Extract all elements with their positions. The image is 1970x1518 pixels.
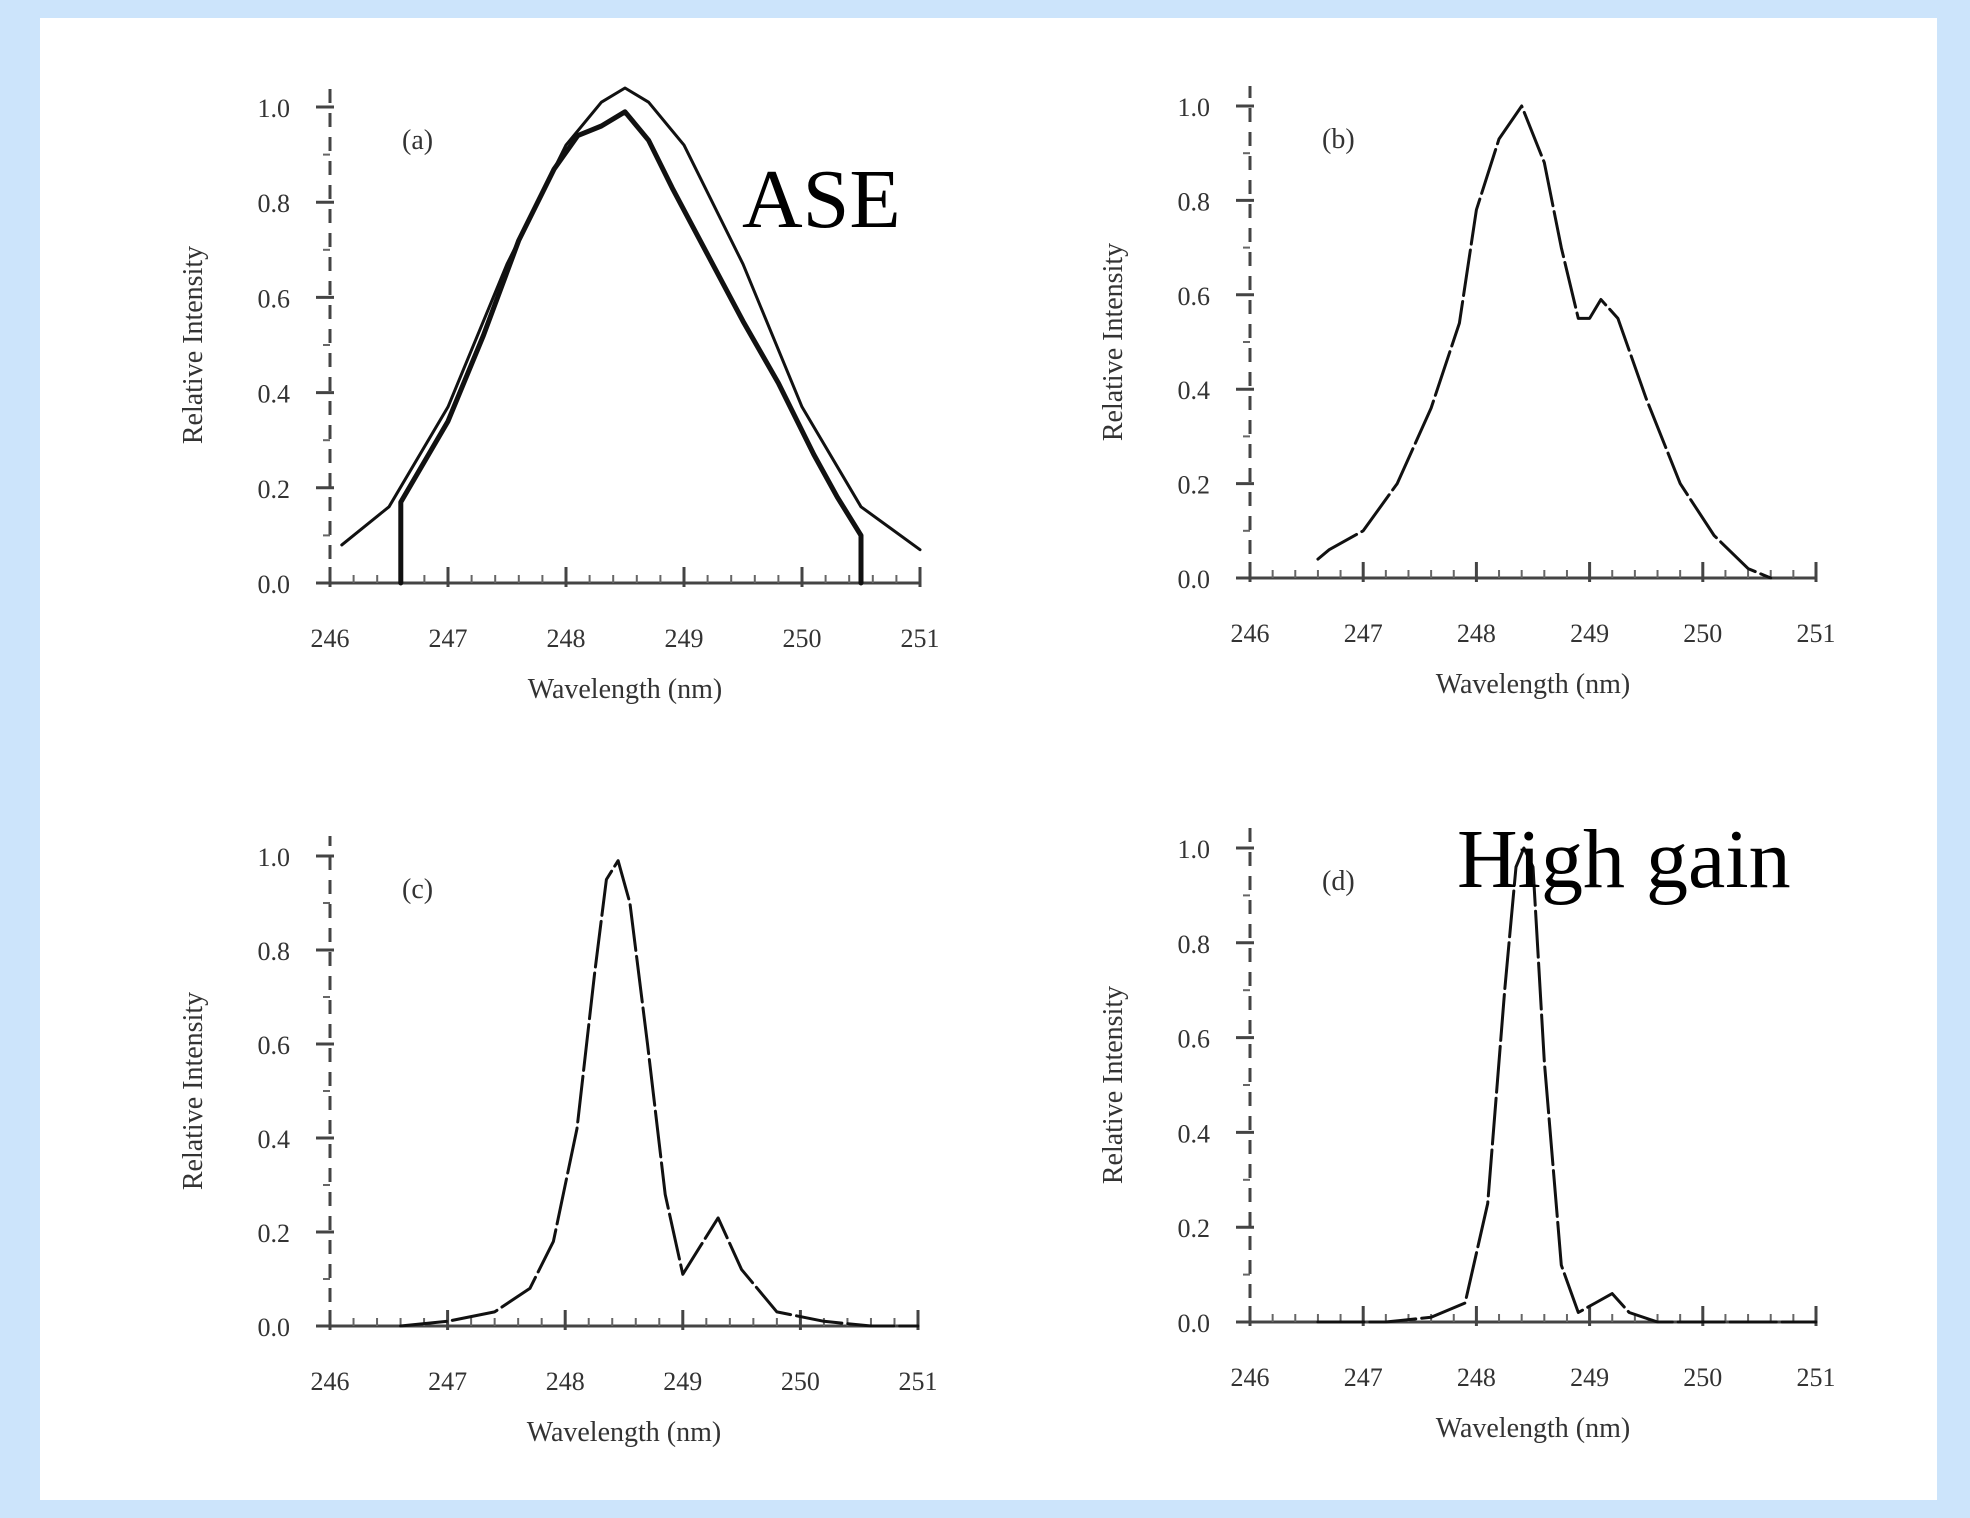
x-axis-title-b: Wavelength (nm) — [1436, 669, 1630, 700]
y-tick-label-b-3: 0.6 — [1178, 282, 1211, 311]
y-axis-title-a: Relative Intensity — [178, 246, 209, 444]
panel-label-b: (b) — [1322, 124, 1355, 155]
x-tick-label-b-1: 247 — [1344, 619, 1383, 648]
series-line-a-0 — [340, 86, 922, 552]
x-tick-label-c-0: 246 — [311, 1367, 350, 1396]
figure-panel — [40, 18, 1937, 1500]
y-tick-label-d-4: 0.8 — [1178, 930, 1211, 959]
y-tick-label-a-5: 1.0 — [258, 94, 291, 123]
y-tick-label-b-2: 0.4 — [1178, 376, 1211, 405]
x-tick-label-c-3: 249 — [663, 1367, 702, 1396]
y-tick-label-b-1: 0.2 — [1178, 471, 1211, 500]
x-tick-label-d-4: 250 — [1683, 1363, 1722, 1392]
x-tick-label-a-0: 246 — [311, 624, 350, 653]
x-tick-label-c-5: 251 — [899, 1367, 938, 1396]
y-tick-label-b-5: 1.0 — [1178, 93, 1211, 122]
x-tick-label-b-5: 251 — [1797, 619, 1836, 648]
x-tick-label-d-3: 249 — [1570, 1363, 1609, 1392]
y-tick-label-c-3: 0.6 — [258, 1031, 291, 1060]
chart-b: 0.0 0.2 0.4 0.6 0.8 1.0 246 247 248 249 250 251 Wave… — [1098, 86, 1836, 700]
series-line-d-0 — [1316, 846, 1818, 1324]
y-tick-label-a-0: 0.0 — [258, 570, 291, 599]
y-axis-title-b: Relative Intensity — [1098, 243, 1129, 441]
y-tick-label-b-0: 0.0 — [1178, 565, 1211, 594]
x-tick-label-c-2: 248 — [546, 1367, 585, 1396]
x-axis-title-c: Wavelength (nm) — [527, 1417, 721, 1448]
x-tick-label-a-5: 251 — [901, 624, 940, 653]
x-tick-label-c-4: 250 — [781, 1367, 820, 1396]
y-tick-label-b-4: 0.8 — [1178, 187, 1211, 216]
x-tick-label-a-1: 247 — [429, 624, 468, 653]
x-tick-label-b-3: 249 — [1570, 619, 1609, 648]
y-tick-label-c-0: 0.0 — [258, 1313, 291, 1342]
x-tick-label-b-0: 246 — [1231, 619, 1270, 648]
x-tick-label-d-2: 248 — [1457, 1363, 1496, 1392]
y-tick-label-d-0: 0.0 — [1178, 1309, 1211, 1338]
y-tick-label-a-4: 0.8 — [258, 189, 291, 218]
panel-label-d: (d) — [1322, 866, 1355, 897]
x-tick-label-a-2: 248 — [547, 624, 586, 653]
x-tick-label-d-5: 251 — [1797, 1363, 1836, 1392]
y-tick-label-c-5: 1.0 — [258, 843, 291, 872]
y-tick-label-c-1: 0.2 — [258, 1219, 291, 1248]
y-tick-label-c-4: 0.8 — [258, 937, 291, 966]
y-tick-label-d-2: 0.4 — [1178, 1119, 1211, 1148]
y-axis-title-c: Relative Intensity — [178, 992, 209, 1190]
chart-c: 0.0 0.2 0.4 0.6 0.8 1.0 246 247 248 249 250 251 Wave… — [178, 836, 938, 1448]
series-line-b-0 — [1316, 104, 1773, 580]
y-axis-title-d: Relative Intensity — [1098, 986, 1129, 1184]
y-tick-label-d-3: 0.6 — [1178, 1025, 1211, 1054]
panel-label-c: (c) — [402, 874, 433, 905]
x-tick-label-a-4: 250 — [783, 624, 822, 653]
x-tick-label-c-1: 247 — [428, 1367, 467, 1396]
chart-a: 0.0 0.2 0.4 0.6 0.8 1.0 246 247 248 249 250 251 Wave… — [178, 86, 940, 705]
y-tick-label-a-1: 0.2 — [258, 475, 291, 504]
y-tick-label-c-2: 0.4 — [258, 1125, 291, 1154]
x-axis-title-a: Wavelength (nm) — [528, 674, 722, 705]
ase-annotation: ASE — [742, 153, 901, 246]
x-tick-label-d-1: 247 — [1344, 1363, 1383, 1392]
panel-label-a: (a) — [402, 125, 433, 156]
y-tick-label-d-5: 1.0 — [1178, 835, 1211, 864]
high-gain-annotation: High gain — [1457, 813, 1791, 906]
x-tick-label-d-0: 246 — [1231, 1363, 1270, 1392]
x-axis-title-d: Wavelength (nm) — [1436, 1413, 1630, 1444]
y-tick-label-d-1: 0.2 — [1178, 1214, 1211, 1243]
x-tick-label-b-2: 248 — [1457, 619, 1496, 648]
series-line-a-1 — [398, 109, 864, 586]
series-line-c-0 — [399, 859, 920, 1328]
y-tick-label-a-3: 0.6 — [258, 284, 291, 313]
y-tick-label-a-2: 0.4 — [258, 380, 291, 409]
x-tick-label-a-3: 249 — [665, 624, 704, 653]
x-tick-label-b-4: 250 — [1683, 619, 1722, 648]
chart-d: 0.0 0.2 0.4 0.6 0.8 1.0 246 247 248 249 250 251 Wave… — [1098, 828, 1836, 1444]
